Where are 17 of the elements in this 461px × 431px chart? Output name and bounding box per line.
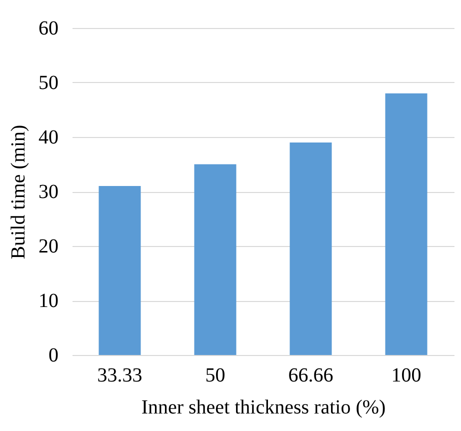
bar (385, 93, 428, 355)
y-tick-label: 50 (38, 72, 58, 94)
x-tick-label: 100 (391, 364, 422, 386)
bar (290, 142, 332, 355)
bar (98, 186, 141, 355)
y-axis-title: Build time (min) (8, 124, 30, 260)
y-tick-label: 60 (38, 18, 58, 40)
y-tick-label: 40 (38, 126, 58, 148)
y-tick-label: 10 (38, 290, 58, 312)
y-tick-label: 0 (48, 344, 58, 366)
x-tick-label: 66.66 (288, 364, 334, 386)
x-tick-label: 33.33 (97, 364, 142, 386)
y-tick-label: 20 (38, 236, 58, 258)
y-tick-label: 30 (38, 181, 58, 203)
x-tick-label: 50 (205, 364, 226, 386)
bar (194, 164, 236, 355)
x-axis-title: Inner sheet thickness ratio (%) (141, 396, 386, 418)
